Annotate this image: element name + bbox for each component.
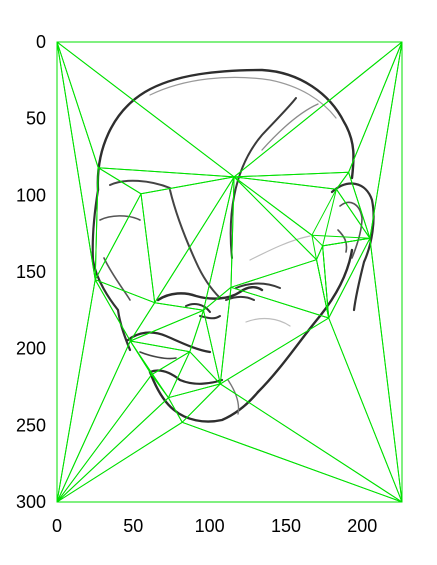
left-eye-brow (109, 179, 171, 189)
axes: 0 50 100 150 200 0 50 100 150 200 250 300 (16, 32, 377, 536)
cheek-shade (245, 235, 311, 327)
mesh-triangle (233, 171, 350, 190)
x-tick-label: 150 (271, 516, 301, 536)
mesh-triangle (181, 383, 403, 503)
jaw-inner (227, 379, 240, 415)
mesh-triangle (203, 286, 232, 385)
left-eye-socket (99, 215, 141, 301)
mesh-triangle (219, 317, 403, 503)
y-tick-label: 200 (16, 339, 46, 359)
left-cheek-outline (91, 188, 132, 352)
x-tick-label: 100 (195, 516, 225, 536)
x-tick-label: 0 (52, 516, 62, 536)
mesh-triangle (56, 397, 183, 503)
mesh-triangle (129, 340, 169, 399)
triangle-mesh (56, 41, 403, 503)
nose-bridge (169, 189, 221, 299)
mesh-triangle (56, 41, 235, 178)
ear-outer (330, 182, 375, 312)
mesh-triangle (203, 176, 235, 311)
mesh-triangle (94, 193, 156, 304)
skull-outline (96, 68, 355, 192)
mesh-triangle (328, 237, 403, 503)
ear-inner (337, 201, 363, 259)
y-tick-label: 150 (16, 262, 46, 282)
mesh-triangle (230, 176, 317, 288)
x-tick-label: 200 (347, 516, 377, 536)
eye-right (225, 282, 281, 301)
chin-outline (148, 370, 260, 423)
nose-base (156, 286, 264, 302)
y-tick-label: 0 (36, 32, 46, 52)
mouth-upper (126, 331, 212, 354)
temple-line (261, 103, 319, 151)
mesh-triangle (129, 309, 204, 353)
mesh-triangle (56, 374, 169, 503)
jaw-outline (256, 248, 354, 394)
mesh-triangle (311, 234, 371, 247)
skull-outline-light (149, 76, 337, 119)
mouth-lower (148, 369, 224, 385)
mesh-triangle (56, 41, 96, 503)
y-tick-label: 250 (16, 415, 46, 435)
head-sketch (91, 68, 375, 423)
mesh-triangle (56, 41, 403, 178)
mesh-triangle (94, 167, 142, 281)
mouth-corner (139, 351, 177, 360)
y-tick-label: 300 (16, 492, 46, 512)
mesh-triangle (56, 421, 403, 503)
mesh-triangle (316, 245, 330, 319)
mesh-triangle (154, 176, 235, 311)
x-tick-label: 50 (123, 516, 143, 536)
mesh-triangle (219, 286, 330, 385)
y-tick-label: 50 (26, 109, 46, 129)
forehead-ridge (229, 97, 297, 259)
mesh-triangle (348, 41, 403, 239)
mesh-triangle (233, 176, 337, 236)
mesh-triangle (233, 41, 403, 178)
mesh-triangle (167, 383, 221, 423)
y-tick-label: 100 (16, 185, 46, 205)
